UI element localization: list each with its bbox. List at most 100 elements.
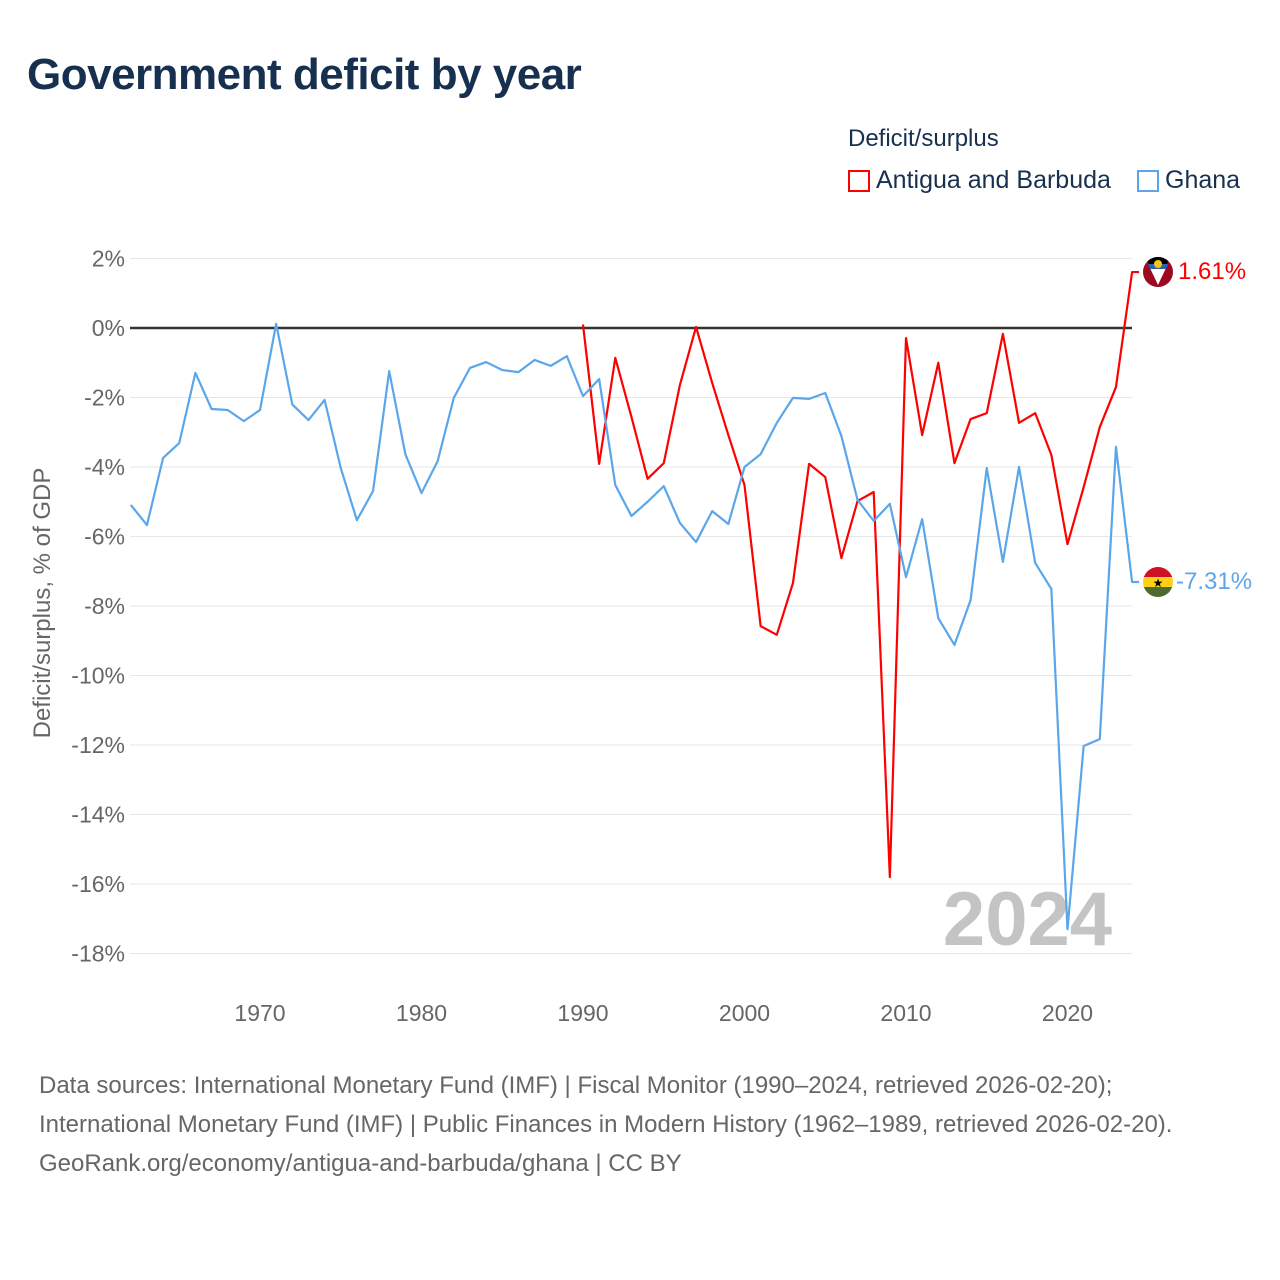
data-point[interactable] [758, 623, 764, 629]
data-point[interactable] [1048, 452, 1054, 458]
data-point[interactable] [693, 324, 699, 330]
data-point[interactable] [725, 521, 731, 527]
data-point[interactable] [742, 482, 748, 488]
data-point[interactable] [903, 335, 909, 341]
data-point[interactable] [1113, 444, 1119, 450]
data-point[interactable] [1032, 560, 1038, 566]
data-point[interactable] [241, 418, 247, 424]
data-point[interactable] [322, 397, 328, 403]
data-point[interactable] [1113, 384, 1119, 390]
data-point[interactable] [289, 401, 295, 407]
data-point[interactable] [951, 460, 957, 466]
data-point[interactable] [790, 580, 796, 586]
data-point[interactable] [160, 455, 166, 461]
data-point[interactable] [1065, 926, 1071, 932]
data-point[interactable] [887, 874, 893, 880]
data-point[interactable] [386, 368, 392, 374]
data-point[interactable] [548, 363, 554, 369]
data-point[interactable] [467, 365, 473, 371]
data-point[interactable] [209, 406, 215, 412]
data-point[interactable] [144, 522, 150, 528]
data-point[interactable] [838, 555, 844, 561]
data-point[interactable] [968, 597, 974, 603]
data-point[interactable] [774, 420, 780, 426]
data-point[interactable] [515, 369, 521, 375]
data-point[interactable] [709, 508, 715, 514]
data-point[interactable] [822, 390, 828, 396]
data-point[interactable] [338, 465, 344, 471]
data-point[interactable] [1129, 579, 1135, 585]
data-point[interactable] [483, 359, 489, 365]
data-point[interactable] [128, 502, 134, 508]
data-point[interactable] [806, 461, 812, 467]
data-point[interactable] [951, 642, 957, 648]
data-point[interactable] [645, 476, 651, 482]
data-point[interactable] [919, 432, 925, 438]
data-point[interactable] [984, 410, 990, 416]
data-point[interactable] [612, 355, 618, 361]
data-point[interactable] [580, 322, 586, 328]
data-point[interactable] [1081, 484, 1087, 490]
data-point[interactable] [1048, 586, 1054, 592]
data-point[interactable] [176, 440, 182, 446]
legend-item-ghana[interactable]: Ghana [1137, 166, 1240, 195]
data-point[interactable] [935, 360, 941, 366]
data-point[interactable] [709, 380, 715, 386]
data-point[interactable] [1000, 559, 1006, 565]
data-point[interactable] [645, 499, 651, 505]
data-point[interactable] [225, 407, 231, 413]
data-point[interactable] [612, 482, 618, 488]
data-point[interactable] [596, 376, 602, 382]
data-point[interactable] [564, 353, 570, 359]
data-point[interactable] [855, 497, 861, 503]
data-point[interactable] [935, 615, 941, 621]
data-point[interactable] [370, 488, 376, 494]
data-point[interactable] [661, 460, 667, 466]
data-point[interactable] [968, 416, 974, 422]
data-point[interactable] [419, 490, 425, 496]
data-point[interactable] [677, 382, 683, 388]
data-point[interactable] [1032, 410, 1038, 416]
data-point[interactable] [1097, 736, 1103, 742]
data-point[interactable] [984, 465, 990, 471]
data-point[interactable] [774, 632, 780, 638]
data-point[interactable] [887, 501, 893, 507]
source-link[interactable]: GeoRank.org/economy/antigua-and-barbuda/… [39, 1150, 682, 1177]
data-point[interactable] [1097, 424, 1103, 430]
data-point[interactable] [451, 395, 457, 401]
data-point[interactable] [1081, 743, 1087, 749]
data-point[interactable] [758, 451, 764, 457]
data-point[interactable] [499, 367, 505, 373]
data-point[interactable] [305, 417, 311, 423]
data-point[interactable] [1016, 420, 1022, 426]
data-point[interactable] [1000, 331, 1006, 337]
data-point[interactable] [192, 370, 198, 376]
data-point[interactable] [532, 357, 538, 363]
data-point[interactable] [402, 451, 408, 457]
data-point[interactable] [257, 407, 263, 413]
data-point[interactable] [838, 433, 844, 439]
data-point[interactable] [725, 432, 731, 438]
data-point[interactable] [1129, 269, 1135, 275]
legend-item-antigua[interactable]: Antigua and Barbuda [848, 166, 1111, 195]
data-point[interactable] [354, 517, 360, 523]
data-point[interactable] [661, 483, 667, 489]
data-point[interactable] [919, 516, 925, 522]
data-point[interactable] [677, 520, 683, 526]
data-point[interactable] [1016, 464, 1022, 470]
data-point[interactable] [435, 458, 441, 464]
data-point[interactable] [693, 539, 699, 545]
data-point[interactable] [790, 395, 796, 401]
data-point[interactable] [822, 474, 828, 480]
data-point[interactable] [871, 489, 877, 495]
data-point[interactable] [596, 461, 602, 467]
data-point[interactable] [628, 513, 634, 519]
data-point[interactable] [580, 393, 586, 399]
data-point[interactable] [1065, 541, 1071, 547]
data-point[interactable] [871, 518, 877, 524]
data-point[interactable] [806, 396, 812, 402]
data-point[interactable] [273, 321, 279, 327]
data-point[interactable] [742, 464, 748, 470]
data-point[interactable] [628, 414, 634, 420]
data-point[interactable] [903, 574, 909, 580]
